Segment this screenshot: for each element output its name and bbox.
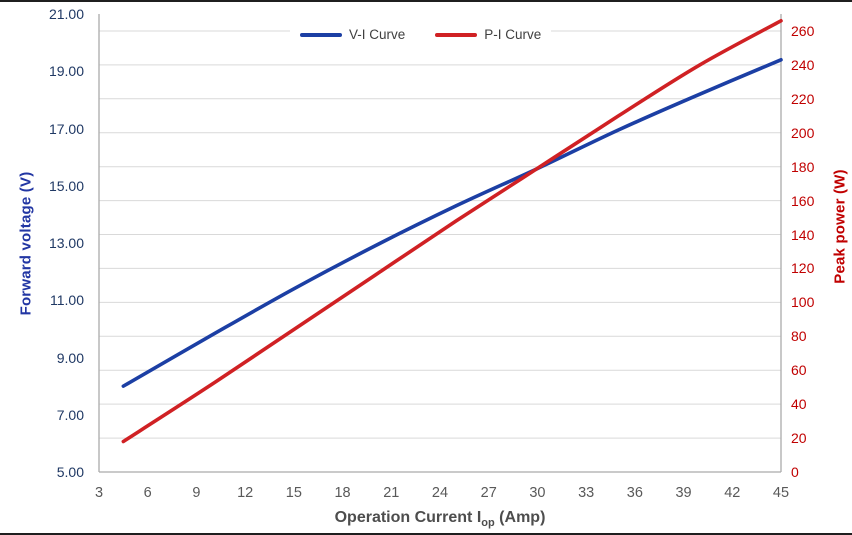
x-axis-tick-label: 6 bbox=[143, 485, 152, 501]
vi-curve-legend-line-icon bbox=[300, 32, 342, 37]
axis-lines bbox=[98, 14, 782, 473]
x-axis-title: Operation Current Iop (Amp) bbox=[99, 509, 781, 529]
pi-curve-legend-line-icon bbox=[435, 32, 478, 37]
x-axis-tick-label: 36 bbox=[626, 485, 643, 501]
right-axis-tick-label: 60 bbox=[791, 362, 807, 379]
x-axis-tick-label: 27 bbox=[480, 485, 497, 501]
left-axis-tick-label: 7.00 bbox=[56, 406, 84, 423]
right-axis-tick-label: 40 bbox=[791, 396, 807, 413]
x-axis-title-main: Operation Current I bbox=[334, 509, 482, 526]
left-axis-tick-label: 11.00 bbox=[50, 292, 84, 309]
legend-item-vi: V-I Curve bbox=[300, 27, 405, 42]
right-axis-tick-label: 120 bbox=[791, 260, 815, 277]
left-axis-tick-label: 13.00 bbox=[48, 235, 84, 251]
right-axis-tick-label: 0 bbox=[791, 464, 799, 480]
x-axis-title-subscript: op bbox=[481, 517, 495, 530]
legend-item-pi: P-I Curve bbox=[435, 27, 541, 42]
x-axis-tick-label: 42 bbox=[724, 485, 741, 501]
right-axis-tick-label: 160 bbox=[791, 192, 815, 209]
x-axis-tick-label: 15 bbox=[285, 485, 302, 501]
left-axis-tick-label: 15.00 bbox=[48, 177, 84, 194]
right-axis-tick-label: 20 bbox=[791, 430, 807, 447]
x-axis-tick-label: 45 bbox=[772, 485, 790, 501]
x-axis-tick-label: 33 bbox=[578, 485, 595, 501]
right-axis-tick-label: 100 bbox=[791, 294, 815, 311]
left-axis-tick-label: 5.00 bbox=[56, 464, 84, 480]
x-axis-tick-label: 12 bbox=[237, 485, 254, 501]
right-axis-tick-label: 200 bbox=[791, 124, 815, 141]
left-axis-tick-label: 21.00 bbox=[48, 6, 84, 22]
vi-curve-line bbox=[121, 58, 783, 388]
horizontal-gridlines bbox=[99, 30, 781, 439]
left-axis-tick-label: 17.00 bbox=[48, 120, 84, 137]
right-axis-tick-label: 260 bbox=[791, 22, 815, 39]
pi-curve-line bbox=[121, 19, 783, 444]
x-axis-tick-label: 3 bbox=[94, 485, 104, 501]
right-axis-tick-label: 240 bbox=[791, 56, 815, 73]
left-axis-tick-label: 19.00 bbox=[48, 63, 84, 80]
right-axis-tick-label: 220 bbox=[791, 90, 815, 107]
legend-label-vi: V-I Curve bbox=[349, 27, 406, 42]
legend-label-pi: P-I Curve bbox=[484, 27, 542, 42]
x-axis-tick-label: 24 bbox=[431, 485, 449, 501]
right-axis-title: Peak power (W) bbox=[831, 169, 849, 284]
left-axis-title: Forward voltage (V) bbox=[17, 171, 35, 316]
x-axis-tick-label: 21 bbox=[383, 485, 400, 501]
right-axis-tick-label: 80 bbox=[791, 328, 807, 345]
right-axis-tick-label: 140 bbox=[791, 226, 815, 243]
x-axis-tick-label: 39 bbox=[675, 485, 692, 501]
left-axis-tick-label: 9.00 bbox=[56, 349, 84, 366]
legend: V-I Curve P-I Curve bbox=[290, 24, 552, 45]
x-axis-tick-label: 18 bbox=[334, 485, 351, 501]
x-axis-tick-label: 9 bbox=[192, 485, 201, 501]
x-axis-tick-label: 30 bbox=[529, 485, 546, 501]
right-axis-tick-label: 180 bbox=[791, 158, 815, 175]
x-axis-title-unit: (Amp) bbox=[494, 509, 546, 526]
